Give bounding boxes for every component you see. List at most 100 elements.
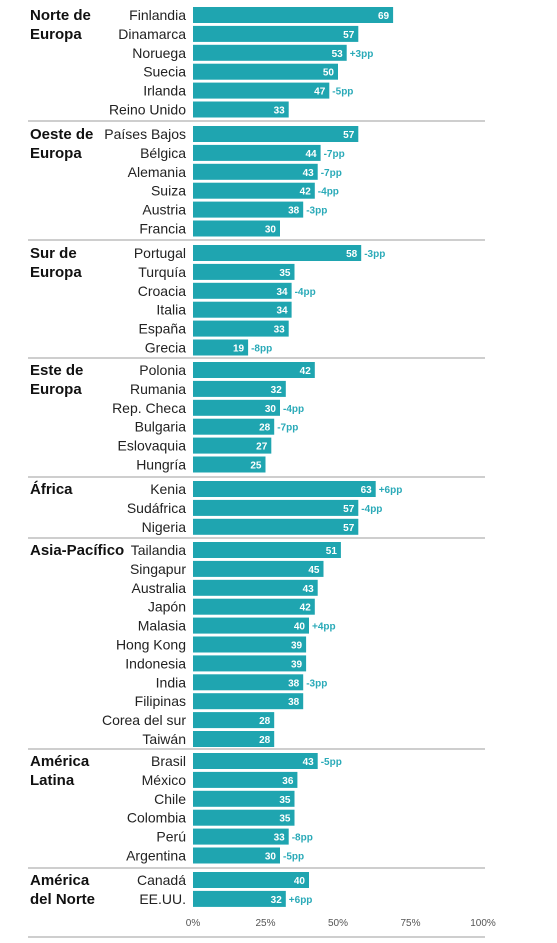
bar xyxy=(193,890,286,907)
country-label: Turquía xyxy=(138,264,186,280)
region-label-line: Sur de xyxy=(30,245,77,262)
country-label: Irlanda xyxy=(143,83,186,99)
country-label: Indonesia xyxy=(125,655,186,671)
bar xyxy=(193,456,266,473)
bar xyxy=(193,731,275,747)
value-label: 53 xyxy=(332,49,344,60)
region-label: América del Norte xyxy=(30,872,95,908)
country-label: Corea del sur xyxy=(102,712,186,728)
bar xyxy=(193,362,315,378)
country-label: Polonia xyxy=(139,362,186,378)
country-label: Bélgica xyxy=(140,145,186,161)
bar xyxy=(193,499,359,516)
bar xyxy=(193,399,280,416)
bar xyxy=(193,712,275,729)
value-label: 40 xyxy=(294,876,306,887)
value-label: 30 xyxy=(265,404,277,415)
bar xyxy=(193,771,298,788)
change-label: -5pp xyxy=(283,852,304,863)
bar xyxy=(193,598,315,615)
country-label: Dinamarca xyxy=(118,26,186,42)
bar xyxy=(193,847,280,864)
value-label: 45 xyxy=(308,565,320,576)
country-label: Singapur xyxy=(130,561,186,577)
x-tick-label: 50% xyxy=(328,918,348,929)
country-label: Croacia xyxy=(138,283,186,299)
country-label: Nigeria xyxy=(142,519,187,535)
value-label: 43 xyxy=(303,584,315,595)
value-label: 40 xyxy=(294,622,306,633)
bar xyxy=(193,82,330,99)
country-label: India xyxy=(156,674,187,690)
bar xyxy=(193,872,309,888)
bar xyxy=(193,418,275,435)
country-label: Japón xyxy=(148,599,186,615)
country-label: Alemania xyxy=(128,164,187,180)
value-label: 34 xyxy=(276,306,288,317)
change-label: -7pp xyxy=(324,149,345,160)
region-label: América Latina xyxy=(30,753,90,789)
bar xyxy=(193,636,307,653)
change-label: -5pp xyxy=(321,757,342,768)
bar xyxy=(193,63,338,80)
region-label-line: Europa xyxy=(30,26,82,43)
region-label: Norte de Europa xyxy=(30,7,91,43)
value-label: 35 xyxy=(279,268,291,279)
change-label: -3pp xyxy=(306,678,327,689)
value-label: 33 xyxy=(274,106,286,117)
region-label-line: Norte de xyxy=(30,7,91,24)
country-label: Países Bajos xyxy=(104,126,186,142)
country-label: Kenia xyxy=(150,481,186,497)
x-tick-label: 75% xyxy=(400,918,420,929)
bar xyxy=(193,655,307,672)
bar xyxy=(193,674,304,691)
bar xyxy=(193,301,292,318)
change-label: -4pp xyxy=(295,287,316,298)
change-label: +6pp xyxy=(289,895,313,906)
value-label: 47 xyxy=(314,87,326,98)
change-label: +6pp xyxy=(379,485,403,496)
value-label: 51 xyxy=(326,546,338,557)
country-label: Suiza xyxy=(151,183,186,199)
country-label: Grecia xyxy=(145,340,186,356)
region-label-line: Europa xyxy=(30,264,82,281)
value-label: 44 xyxy=(305,149,317,160)
country-label: Portugal xyxy=(134,245,186,261)
value-label: 69 xyxy=(378,11,390,22)
x-tick-label: 25% xyxy=(255,918,275,929)
bar xyxy=(193,263,295,280)
country-label: Rep. Checa xyxy=(112,400,186,416)
change-label: -3pp xyxy=(306,206,327,217)
region-label: Este de Europa xyxy=(30,362,83,398)
country-label: Noruega xyxy=(132,45,186,61)
country-label: Austria xyxy=(142,202,186,218)
bar xyxy=(193,201,304,218)
value-label: 43 xyxy=(303,757,315,768)
region-label-line: África xyxy=(30,481,73,498)
bar xyxy=(193,437,272,454)
value-label: 42 xyxy=(300,366,312,377)
region-label-line: América xyxy=(30,872,90,889)
value-label: 57 xyxy=(343,30,355,41)
value-label: 43 xyxy=(303,168,315,179)
change-label: -4pp xyxy=(361,504,382,515)
region-label-line: del Norte xyxy=(30,891,95,908)
country-label: Chile xyxy=(154,791,186,807)
region-label-line: Europa xyxy=(30,145,82,162)
bar xyxy=(193,518,359,535)
value-label: 35 xyxy=(279,814,291,825)
value-label: 19 xyxy=(233,344,245,355)
change-label: -8pp xyxy=(251,344,272,355)
country-label: México xyxy=(142,772,187,788)
value-label: 58 xyxy=(346,249,358,260)
bar xyxy=(193,126,359,142)
bar xyxy=(193,101,289,118)
country-label: Brasil xyxy=(151,753,186,769)
region-label: África xyxy=(30,481,73,498)
change-label: +4pp xyxy=(312,622,336,633)
country-label: Eslovaquia xyxy=(118,438,187,454)
country-label: Canadá xyxy=(137,872,186,888)
value-label: 38 xyxy=(288,678,300,689)
change-label: -4pp xyxy=(318,187,339,198)
